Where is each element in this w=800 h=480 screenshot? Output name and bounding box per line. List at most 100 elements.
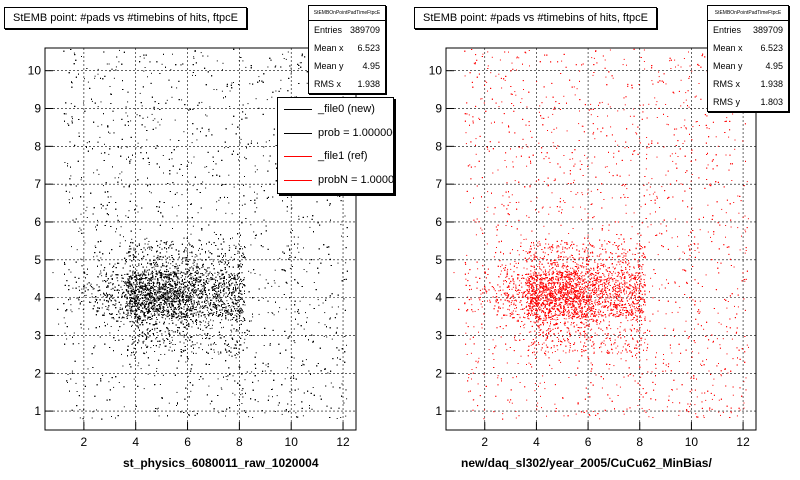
scatter-point — [198, 314, 200, 316]
scatter-point — [231, 213, 233, 215]
scatter-point — [158, 307, 160, 309]
scatter-point — [224, 261, 226, 263]
scatter-point — [284, 378, 286, 380]
scatter-point — [226, 271, 228, 273]
scatter-point — [118, 382, 120, 383]
scatter-point — [129, 281, 131, 283]
scatter-point — [276, 395, 278, 397]
scatter-point — [319, 395, 321, 397]
scatter-point — [185, 322, 187, 324]
scatter-point — [123, 281, 124, 283]
scatter-point — [266, 99, 268, 101]
scatter-point — [140, 287, 142, 289]
scatter-point — [158, 415, 160, 417]
scatter-point — [151, 272, 152, 274]
scatter-point — [158, 272, 160, 274]
scatter-point — [216, 89, 218, 91]
scatter-point — [278, 285, 280, 287]
scatter-point — [346, 344, 347, 346]
scatter-point — [174, 285, 176, 287]
scatter-point — [176, 291, 178, 293]
scatter-point — [115, 231, 117, 233]
scatter-point — [145, 300, 147, 302]
scatter-point — [156, 297, 157, 299]
scatter-point — [209, 328, 211, 330]
scatter-point — [218, 301, 220, 303]
scatter-point — [199, 334, 201, 336]
scatter-point — [229, 306, 231, 308]
scatter-point — [133, 378, 135, 380]
scatter-point — [167, 303, 169, 305]
scatter-point — [166, 309, 168, 311]
scatter-point — [177, 294, 179, 296]
scatter-point — [150, 273, 152, 275]
scatter-point — [193, 56, 195, 58]
scatter-point — [235, 288, 237, 290]
scatter-point — [223, 303, 225, 304]
scatter-point — [244, 379, 246, 381]
scatter-point — [241, 204, 243, 206]
scatter-point — [214, 272, 216, 274]
scatter-point — [158, 313, 160, 315]
scatter-point — [232, 237, 233, 239]
scatter-point — [191, 255, 193, 257]
scatter-point — [258, 76, 260, 78]
scatter-point — [150, 298, 152, 299]
scatter-point — [206, 300, 207, 302]
scatter-point — [178, 290, 180, 292]
scatter-point — [144, 302, 145, 304]
scatter-point — [340, 224, 342, 226]
scatter-point — [139, 303, 141, 305]
scatter-point — [143, 57, 145, 59]
scatter-point — [233, 273, 235, 275]
scatter-point — [175, 275, 177, 277]
scatter-point — [179, 283, 181, 285]
scatter-point — [273, 373, 275, 375]
scatter-point — [154, 329, 156, 331]
scatter-point — [267, 312, 269, 314]
scatter-point — [268, 140, 270, 142]
scatter-point — [212, 168, 214, 170]
scatter-point — [159, 309, 161, 311]
scatter-point — [280, 79, 282, 81]
scatter-point — [98, 173, 100, 175]
scatter-point — [177, 293, 179, 295]
scatter-point — [153, 307, 155, 309]
scatter-point — [127, 115, 129, 117]
scatter-point — [216, 307, 218, 309]
scatter-point — [145, 305, 146, 307]
scatter-point — [173, 281, 175, 283]
scatter-point — [300, 62, 302, 64]
scatter-point — [100, 101, 102, 103]
scatter-point — [240, 138, 242, 140]
scatter-point — [143, 388, 145, 390]
scatter-point — [298, 251, 300, 253]
scatter-point — [216, 60, 218, 62]
scatter-point — [91, 100, 93, 102]
scatter-point — [215, 314, 217, 316]
scatter-point — [148, 290, 150, 292]
scatter-point — [209, 403, 211, 405]
scatter-point — [325, 297, 327, 299]
scatter-point — [232, 317, 234, 319]
scatter-point — [168, 318, 170, 320]
scatter-point — [93, 256, 95, 258]
scatter-point — [166, 295, 168, 297]
scatter-point — [233, 287, 234, 289]
scatter-point — [182, 298, 184, 300]
scatter-point — [227, 294, 229, 296]
scatter-point — [142, 294, 144, 296]
scatter-point — [131, 306, 132, 308]
scatter-point — [115, 303, 117, 305]
scatter-point — [206, 281, 208, 283]
scatter-point — [183, 308, 185, 310]
scatter-point — [175, 286, 177, 288]
scatter-point — [146, 351, 147, 353]
scatter-point — [129, 315, 131, 316]
scatter-point — [217, 274, 219, 276]
scatter-point — [227, 309, 229, 311]
scatter-point — [180, 277, 182, 279]
scatter-point — [193, 264, 195, 266]
scatter-point — [171, 295, 173, 297]
scatter-point — [149, 191, 151, 193]
